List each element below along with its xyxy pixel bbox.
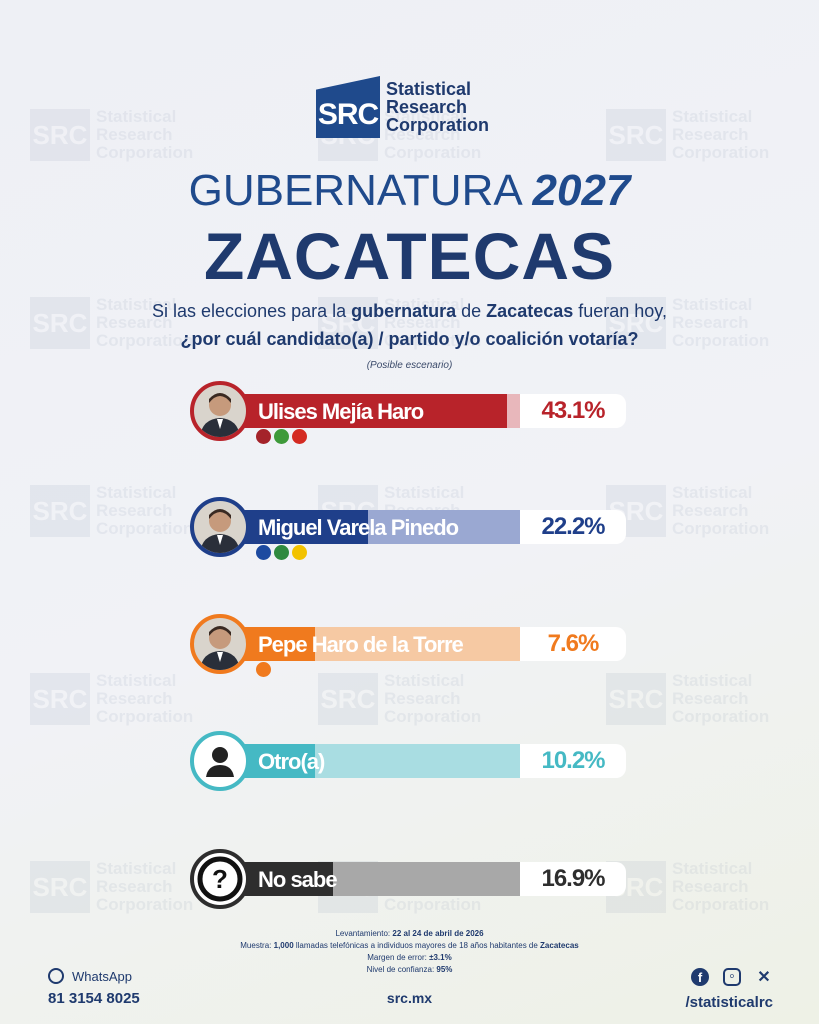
website-link[interactable]: src.mx xyxy=(386,990,433,1006)
party-logos xyxy=(256,545,307,560)
party-logo-pt xyxy=(292,429,307,444)
whatsapp-icon xyxy=(48,968,64,984)
bar-row: Pepe Haro de la Torre 7.6% xyxy=(190,614,630,677)
value-label: 10.2% xyxy=(520,744,626,778)
bar-row: Otro(a) 10.2% xyxy=(190,731,630,791)
party-logo-prd xyxy=(292,545,307,560)
src-logo: SRC Statistical Research Corporation xyxy=(316,76,489,138)
value-label: 22.2% xyxy=(520,510,626,544)
social-handle[interactable]: /statisticalrc xyxy=(685,994,773,1011)
svg-text:?: ? xyxy=(212,864,228,894)
bar-row: Ulises Mejía Haro 43.1% xyxy=(190,381,630,444)
bar-row: No sabe 16.9%? xyxy=(190,849,630,909)
party-logo-pan xyxy=(256,545,271,560)
value-label: 16.9% xyxy=(520,862,626,896)
party-logo-pri xyxy=(274,545,289,560)
question-icon: ? xyxy=(190,849,250,909)
social-links: f ◦ ✕ /statisticalrc xyxy=(685,968,773,1011)
bar xyxy=(220,394,507,428)
candidate-name: Ulises Mejía Haro xyxy=(258,399,424,424)
bar-row: Miguel Varela Pinedo 22.2% xyxy=(190,497,630,560)
party-logo-mc xyxy=(256,662,271,677)
value-label: 43.1% xyxy=(520,394,626,428)
candidate-name: Miguel Varela Pinedo xyxy=(258,515,459,540)
logo-wordmark: Statistical Research Corporation xyxy=(386,79,489,135)
whatsapp-phone[interactable]: 81 3154 8025 xyxy=(48,990,140,1007)
title-line2: ZACATECAS xyxy=(203,219,616,293)
candidate-name: Pepe Haro de la Torre xyxy=(258,632,464,657)
scenario-note: (Posible escenario) xyxy=(366,360,453,371)
party-logos xyxy=(256,429,307,444)
party-logo-pvem xyxy=(274,429,289,444)
question-line2: ¿por cuál candidato(a) / partido y/o coa… xyxy=(180,329,639,349)
title-line1: GUBERNATURA 2027 xyxy=(188,166,631,215)
survey-methodology: Levantamiento: 22 al 24 de abril de 2026… xyxy=(240,929,579,974)
party-logos xyxy=(256,662,271,677)
candidate-photo xyxy=(190,497,250,557)
value-label: 7.6% xyxy=(520,627,626,661)
logo-mark: SRC xyxy=(316,76,380,138)
candidate-name: No sabe xyxy=(258,867,338,892)
facebook-icon[interactable]: f xyxy=(691,968,709,986)
question-line1: Si las elecciones para la gubernatura de… xyxy=(152,301,667,321)
party-logo-morena xyxy=(256,429,271,444)
whatsapp-contact[interactable]: WhatsApp 81 3154 8025 xyxy=(48,968,140,1007)
candidate-photo xyxy=(190,381,250,441)
candidate-name: Otro(a) xyxy=(258,749,325,774)
instagram-icon[interactable]: ◦ xyxy=(723,968,741,986)
person-icon xyxy=(190,731,250,791)
x-icon[interactable]: ✕ xyxy=(757,969,771,986)
candidate-photo xyxy=(190,614,250,674)
